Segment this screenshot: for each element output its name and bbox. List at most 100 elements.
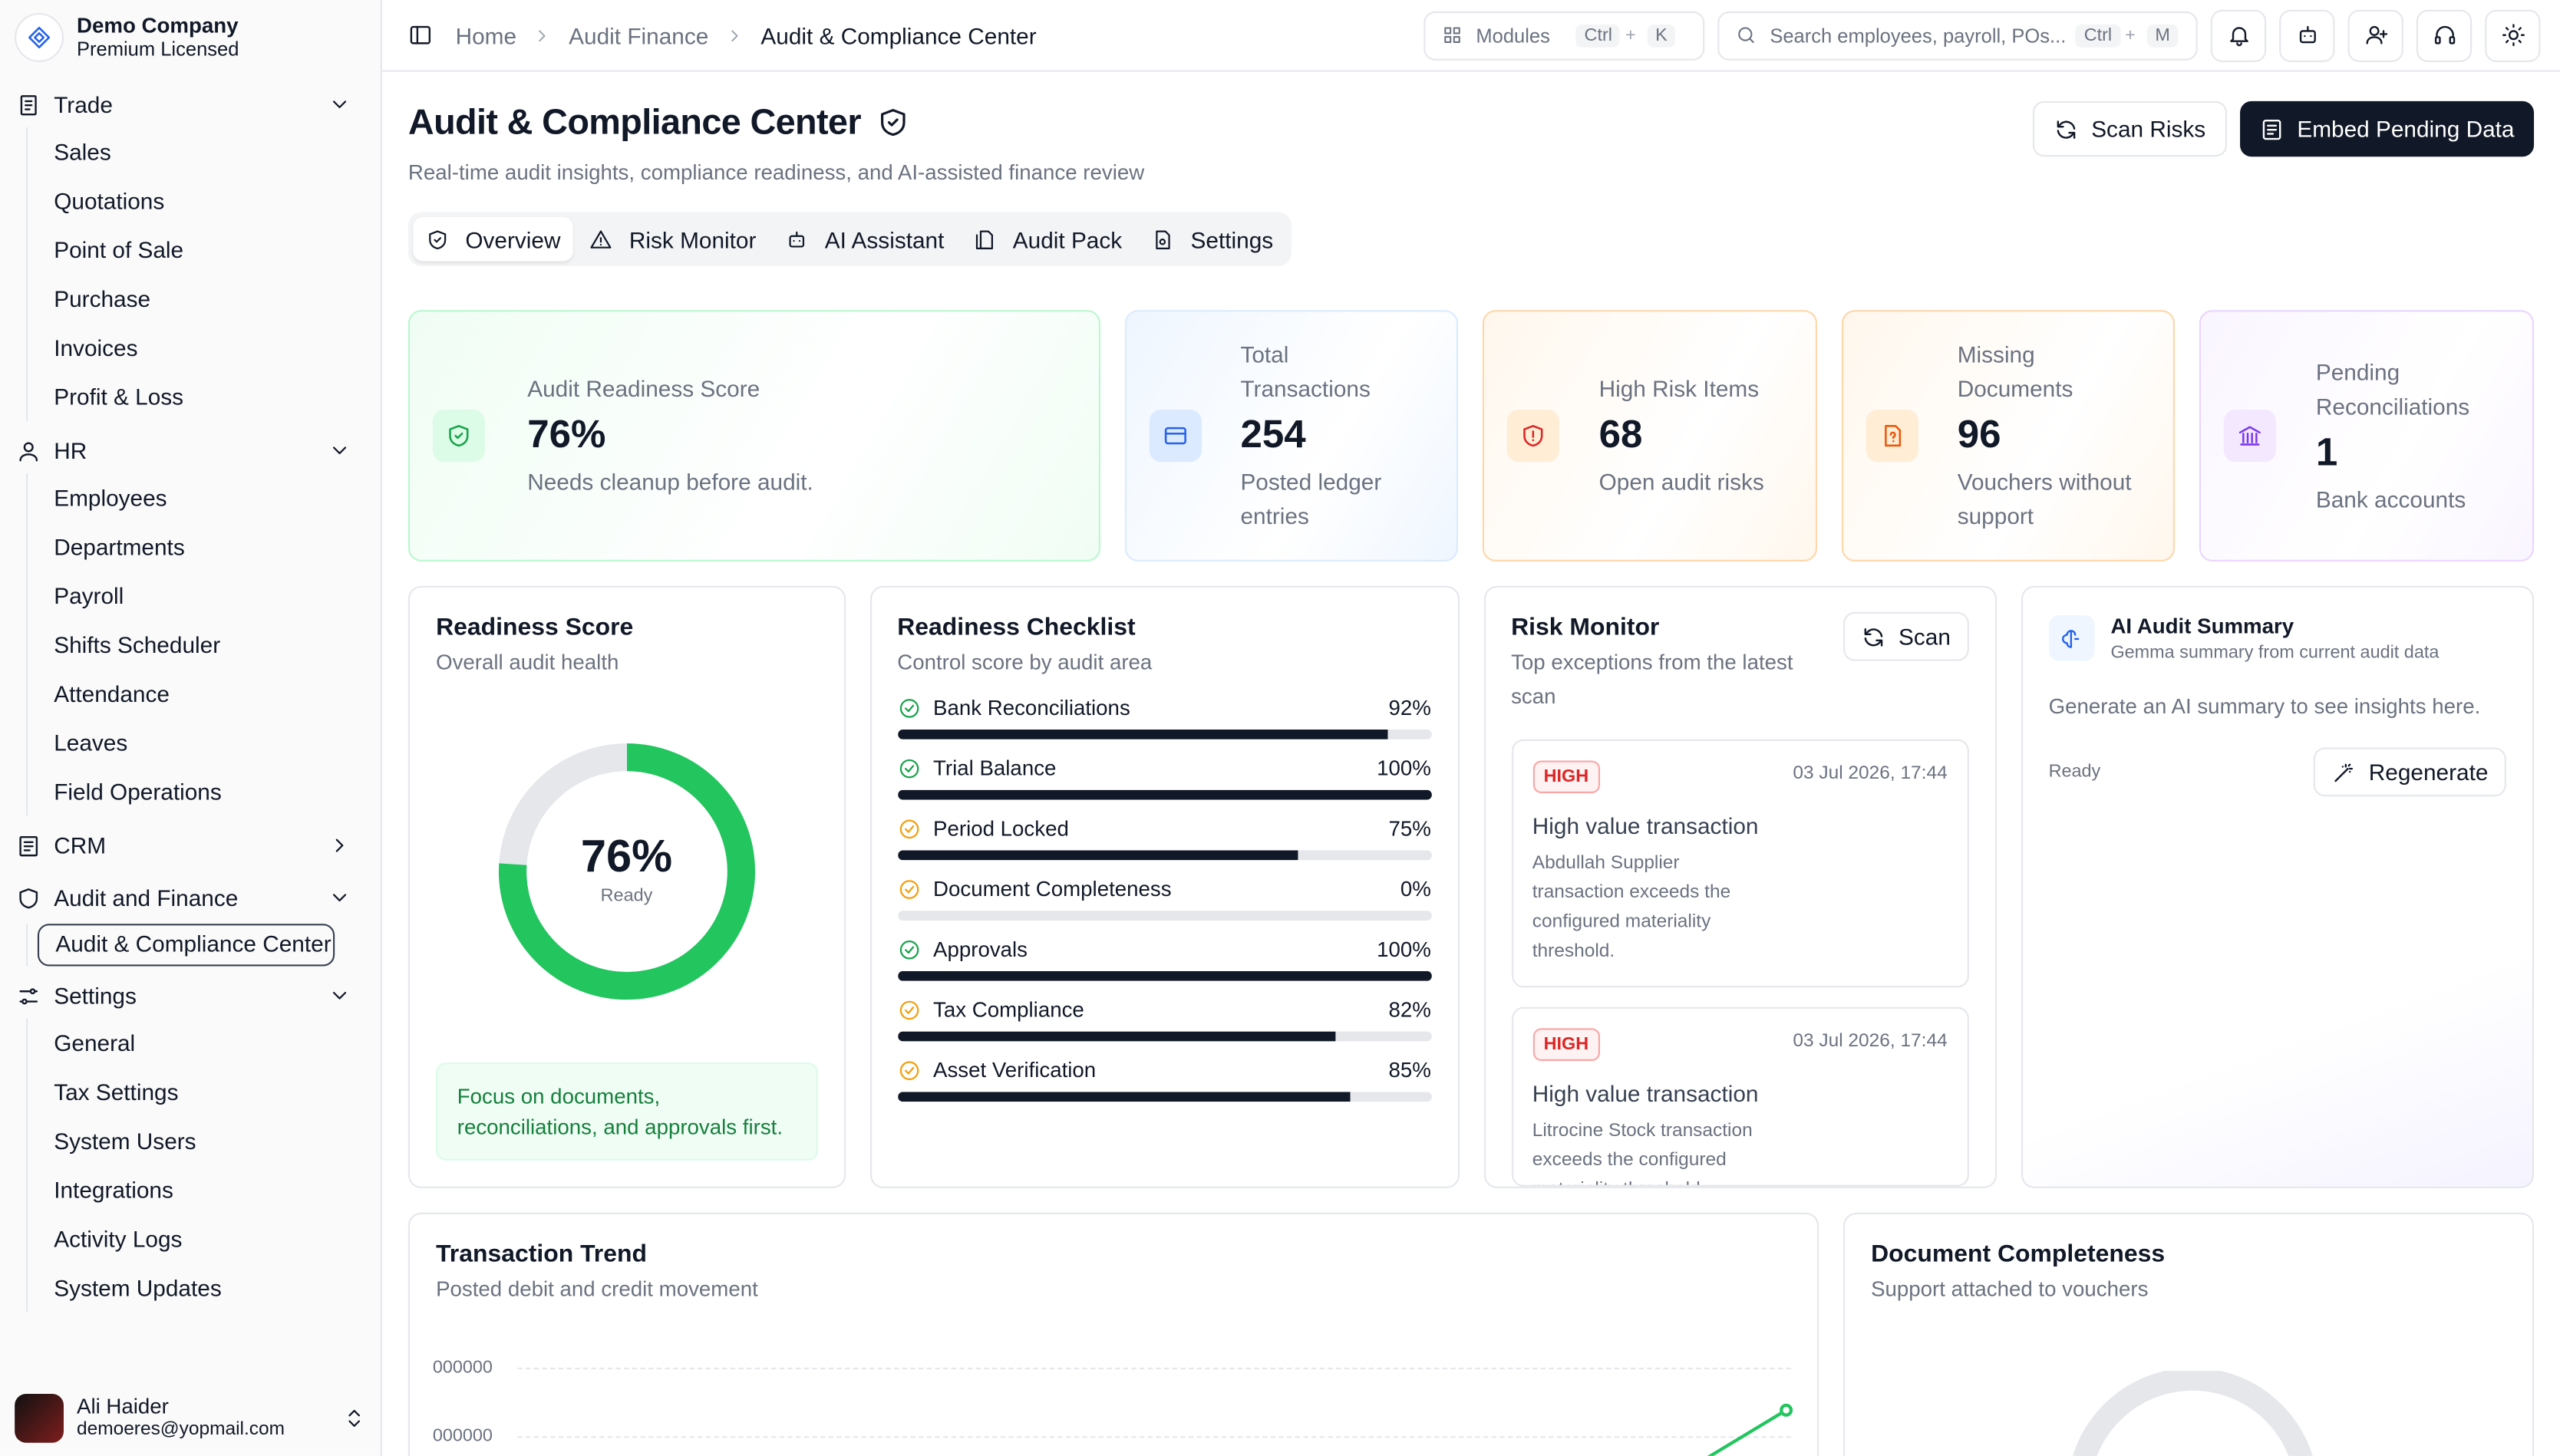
user-menu[interactable]: Ali Haider demoeres@yopmail.com: [0, 1381, 381, 1456]
sidebar-item-audit-compliance[interactable]: Audit & Compliance Center: [37, 924, 335, 967]
sidebar-item-general[interactable]: General: [54, 1029, 136, 1056]
card-subtitle: Posted debit and credit movement: [436, 1276, 758, 1301]
tab-risk-monitor[interactable]: Risk Monitor: [577, 217, 770, 261]
nav-group-trade[interactable]: Trade: [0, 81, 381, 127]
card-title: Readiness Score: [436, 613, 634, 642]
y-tick-label: 000000: [432, 1426, 493, 1447]
chevron-down-icon: [332, 991, 347, 1000]
checklist-percent: 100%: [1377, 756, 1431, 780]
risk-item[interactable]: HIGH 03 Jul 2026, 17:44 High value trans…: [1511, 739, 1969, 988]
nav-trade-items: Sales Quotations Point of Sale Purchase …: [26, 127, 381, 421]
nav-group-settings[interactable]: Settings: [0, 973, 381, 1019]
checklist-item: Trial Balance 100%: [897, 756, 1431, 800]
sidebar-item-integrations[interactable]: Integrations: [54, 1176, 173, 1204]
checklist-label: Period Locked: [933, 815, 1069, 841]
progress-fill: [897, 970, 1431, 981]
sidebar-item-activity-logs[interactable]: Activity Logs: [54, 1225, 183, 1252]
add-user-button[interactable]: [2347, 8, 2403, 61]
tab-overview[interactable]: Overview: [413, 216, 574, 262]
check-circle-icon: [899, 819, 919, 838]
card-title: Readiness Checklist: [897, 613, 1136, 642]
nav-settings-items: General Tax Settings System Users Integr…: [26, 1018, 381, 1313]
sidebar-item-profit-loss[interactable]: Profit & Loss: [54, 383, 184, 410]
stat-label: Total Transactions: [1240, 341, 1371, 402]
sidebar-item-shifts[interactable]: Shifts Scheduler: [54, 631, 221, 658]
progress-bar: [897, 1031, 1431, 1042]
ai-bot-button[interactable]: [2279, 8, 2335, 61]
contacts-icon: [19, 835, 38, 856]
sidebar-item-purchase[interactable]: Purchase: [54, 285, 151, 312]
risk-description: Litrocine Stock transaction exceeds the …: [1532, 1121, 1753, 1185]
checklist-percent: 85%: [1388, 1057, 1431, 1082]
sidebar-item-departments[interactable]: Departments: [54, 533, 185, 560]
stat-audit-readiness: Audit Readiness Score 76% Needs cleanup be…: [407, 310, 1100, 562]
breadcrumb-current: Audit & Compliance Center: [760, 21, 1037, 48]
risk-item[interactable]: HIGH 03 Jul 2026, 17:44 High value trans…: [1511, 1006, 1969, 1187]
sidebar-item-tax-settings[interactable]: Tax Settings: [54, 1079, 179, 1105]
checklist-item: Approvals 100%: [897, 937, 1431, 981]
checklist-label: Tax Compliance: [933, 996, 1084, 1022]
bank-icon: [2224, 410, 2277, 463]
breadcrumb-audit-finance[interactable]: Audit Finance: [569, 21, 709, 48]
nav-hr-items: Employees Departments Payroll Shifts Sch…: [26, 473, 381, 816]
tab-audit-pack[interactable]: Audit Pack: [961, 217, 1136, 261]
check-circle-icon: [899, 1060, 919, 1079]
stat-total-transactions: Total Transactions 254 Posted ledger entri…: [1124, 310, 1459, 562]
tab-ai-assistant[interactable]: AI Assistant: [773, 217, 958, 261]
scan-button[interactable]: Scan: [1842, 611, 1969, 661]
stat-value: 1: [2315, 430, 2338, 475]
severity-badge: HIGH: [1532, 760, 1601, 794]
stat-value: 254: [1240, 413, 1306, 457]
sidebar-item-system-users[interactable]: System Users: [54, 1128, 196, 1155]
breadcrumb: Home Audit Finance Audit & Compliance Ce…: [408, 22, 1037, 48]
checklist-item: Asset Verification 85%: [897, 1058, 1431, 1102]
sidebar-item-attendance[interactable]: Attendance: [54, 680, 170, 707]
notifications-button[interactable]: [2210, 8, 2267, 61]
nav-group-audit[interactable]: Audit and Finance: [0, 875, 381, 921]
nav-audit-items: Audit & Compliance Center: [26, 924, 381, 967]
sidebar-item-leaves[interactable]: Leaves: [54, 730, 128, 756]
check-circle-icon: [899, 698, 919, 717]
search-input[interactable]: Search employees, payroll, POs... Ctrl + M: [1717, 10, 2198, 60]
sidebar-item-point-of-sale[interactable]: Point of Sale: [54, 236, 184, 263]
nav-group-hr[interactable]: HR: [0, 427, 381, 473]
readiness-checklist-card: Readiness Checklist Control score by aud…: [869, 585, 1460, 1188]
sidebar-item-employees[interactable]: Employees: [54, 484, 167, 511]
progress-fill: [897, 850, 1298, 861]
sidebar-item-sales[interactable]: Sales: [54, 138, 111, 165]
progress-fill: [897, 789, 1431, 800]
sidebar-item-system-updates[interactable]: System Updates: [54, 1274, 222, 1301]
sidebar-item-quotations[interactable]: Quotations: [54, 187, 165, 214]
embed-pending-data-button[interactable]: Embed Pending Data: [2239, 100, 2535, 157]
refresh-icon: [2057, 120, 2076, 138]
file-settings-icon: [1156, 229, 1171, 249]
card-title: Risk Monitor: [1511, 613, 1660, 642]
modules-button[interactable]: Modules Ctrl + K: [1424, 10, 1705, 60]
topbar: Home Audit Finance Audit & Compliance Ce…: [381, 0, 2560, 72]
card-title: AI Audit Summary: [2110, 613, 2294, 638]
theme-toggle-button[interactable]: [2485, 8, 2541, 61]
nav-group-crm[interactable]: CRM: [0, 822, 381, 868]
sidebar-item-field-operations[interactable]: Field Operations: [54, 778, 222, 805]
receipt-icon: [20, 94, 37, 115]
regenerate-button[interactable]: Regenerate: [2313, 747, 2506, 797]
shield-check-icon: [881, 109, 906, 137]
sidebar-item-payroll[interactable]: Payroll: [54, 582, 124, 609]
sidebar-toggle-icon[interactable]: [408, 23, 433, 48]
transaction-trend-card: Transaction Trend Posted debit and credi…: [407, 1212, 1819, 1456]
stat-value: 76%: [527, 413, 606, 457]
breadcrumb-home[interactable]: Home: [455, 21, 517, 48]
stat-note: Needs cleanup before audit.: [527, 468, 813, 495]
checklist-label: Document Completeness: [933, 876, 1172, 901]
company-switcher[interactable]: Demo Company Premium Licensed: [0, 0, 381, 75]
tab-settings[interactable]: Settings: [1138, 217, 1286, 261]
grid-line: [517, 1367, 1791, 1370]
sidebar-item-invoices[interactable]: Invoices: [54, 334, 138, 361]
user-name: Ali Haider: [76, 1393, 169, 1418]
risk-description: Abdullah Supplier transaction exceeds th…: [1532, 853, 1731, 962]
sparkle-brain-icon: [2048, 615, 2095, 661]
scan-risks-button[interactable]: Scan Risks: [2032, 100, 2227, 157]
sliders-icon: [19, 987, 38, 1004]
readiness-score-card: Readiness Score Overall audit health 76%…: [407, 585, 846, 1188]
support-button[interactable]: [2416, 8, 2473, 61]
